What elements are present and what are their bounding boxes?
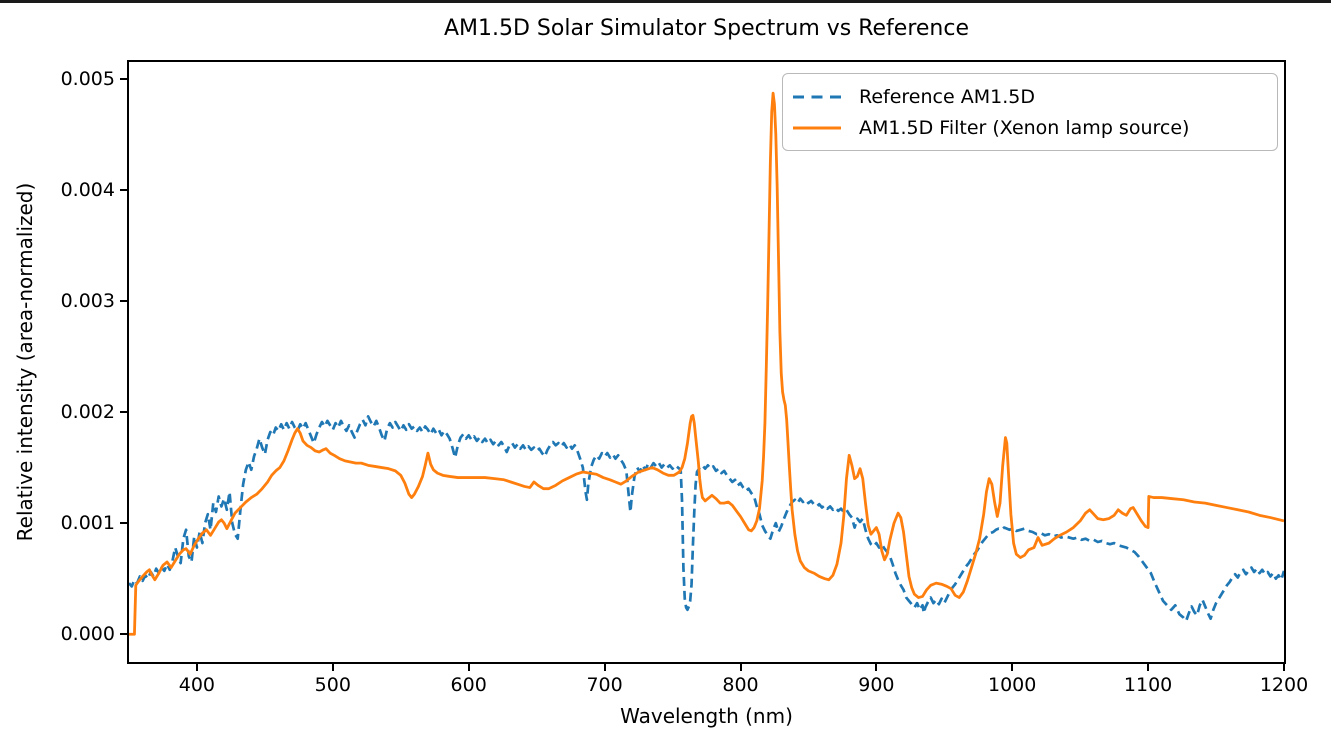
y-axis-label: Relative intensity (area-normalized) (13, 182, 37, 542)
y-tick-label: 0.004 (60, 178, 115, 201)
y-tick-mark (120, 522, 127, 525)
x-tick-label: 800 (722, 674, 759, 696)
plot-canvas (129, 91, 1284, 636)
x-tick-label: 500 (314, 674, 351, 696)
x-tick-mark (1011, 664, 1014, 671)
chart-title: AM1.5D Solar Simulator Spectrum vs Refer… (443, 16, 970, 41)
x-tick-mark (875, 664, 878, 671)
y-tick-mark (120, 188, 127, 191)
y-tick-label: 0.000 (60, 623, 115, 646)
y-tick-label: 0.001 (60, 512, 115, 535)
y-tick-label: 0.005 (60, 67, 115, 90)
y-tick-mark (120, 633, 127, 636)
x-tick-mark (739, 664, 742, 671)
x-tick-label: 700 (586, 674, 623, 696)
reference-curve (129, 415, 1284, 623)
x-tick-label: 900 (858, 674, 895, 696)
x-tick-mark (1283, 664, 1285, 671)
x-tick-mark (1147, 664, 1150, 671)
legend-line-sample-solid (793, 126, 841, 129)
y-tick-label: 0.002 (60, 401, 115, 423)
legend: Reference AM1.5D AM1.5D Filter (Xenon la… (782, 73, 1278, 151)
y-tick-mark (120, 77, 127, 80)
legend-label-filter: AM1.5D Filter (Xenon lamp source) (859, 116, 1190, 139)
x-tick-label: 600 (450, 674, 487, 696)
y-tick-mark (120, 299, 127, 302)
y-tick-mark (120, 411, 127, 413)
x-tick-label: 1000 (988, 674, 1037, 696)
x-tick-mark (195, 664, 198, 671)
x-tick-mark (331, 664, 334, 671)
x-tick-label: 1100 (1123, 674, 1173, 696)
legend-entry-filter: AM1.5D Filter (Xenon lamp source) (791, 112, 1265, 143)
filter-curve (129, 91, 1284, 636)
plot-area (127, 60, 1286, 664)
legend-label-reference: Reference AM1.5D (859, 85, 1035, 108)
x-tick-mark (603, 664, 606, 671)
x-tick-label: 400 (178, 674, 216, 696)
x-tick-label: 1200 (1259, 674, 1309, 696)
legend-line-sample-dashed (793, 95, 841, 98)
top-border (0, 0, 1331, 3)
y-tick-label: 0.003 (60, 289, 115, 312)
x-tick-mark (467, 664, 470, 671)
x-axis-label: Wavelength (nm) (620, 704, 793, 728)
legend-entry-reference: Reference AM1.5D (791, 81, 1265, 112)
